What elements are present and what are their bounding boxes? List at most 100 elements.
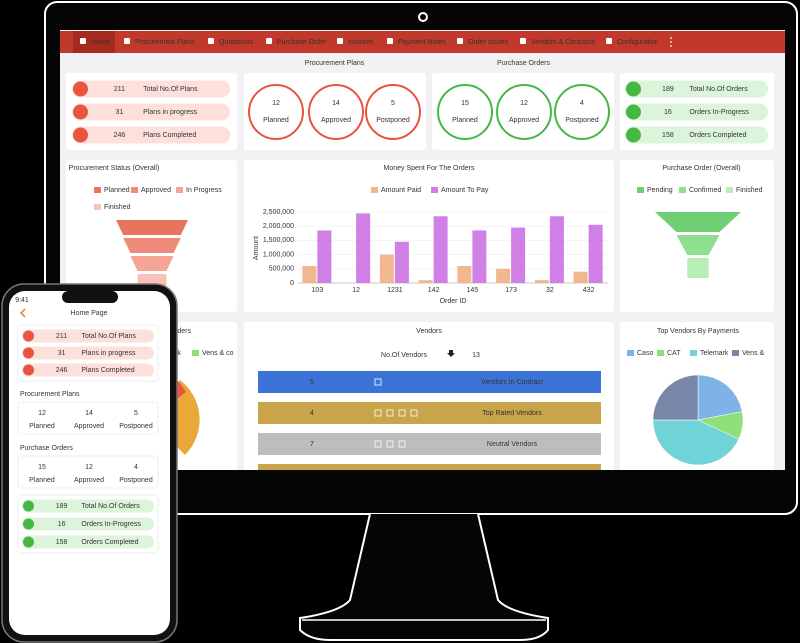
stat-label: Total No.Of Orders (81, 503, 140, 510)
stat-pill (22, 363, 154, 377)
stat-icon (73, 104, 88, 120)
chart-title: Procurement Status (Overall) (69, 165, 160, 172)
x-tick-label: 32 (546, 287, 554, 294)
status-label: Postponed (119, 423, 153, 430)
phone: 9:41 Home Page 211 Total No.Of Plans 31 Plans… (1, 283, 178, 643)
stat-icon (23, 330, 34, 342)
funnel-segment (123, 238, 181, 253)
nav-active (73, 31, 115, 53)
legend-label: Pending (647, 187, 673, 194)
nav-icon (457, 38, 463, 44)
screen: Home Procurement Plans Quotations Purchase … (60, 30, 785, 470)
bar (302, 265, 317, 283)
bar (511, 227, 526, 283)
bar (418, 280, 433, 283)
stat-pill (625, 103, 768, 121)
status-value: 12 (520, 100, 528, 107)
status-value: 5 (391, 100, 395, 107)
stat-pill (22, 499, 154, 513)
status-label: Approved (509, 117, 539, 124)
bar (472, 230, 487, 283)
stat-icon (23, 347, 34, 359)
status-value: 14 (332, 100, 340, 107)
nav-more (670, 37, 672, 39)
vendor-row-value: 5 (310, 379, 314, 386)
funnel-segment (687, 258, 709, 278)
stat-label: Total No.Of Plans (143, 86, 198, 93)
bar (534, 280, 549, 283)
bar (394, 241, 409, 283)
stat-icon (23, 364, 34, 376)
status-value: 15 (461, 100, 469, 107)
stat-icon (626, 104, 641, 120)
nav-icon (337, 38, 343, 44)
bar (356, 213, 371, 283)
legend-label: Approved (141, 187, 171, 194)
nav-item: Purchase Order (277, 39, 327, 46)
stat-value: 16 (664, 109, 672, 116)
x-tick-label: 145 (467, 287, 479, 294)
legend-swatch (94, 187, 101, 193)
legend-label: rk (175, 350, 181, 357)
nav-bar (60, 31, 785, 53)
vendor-row-label: Top Rated Vendors (482, 410, 542, 417)
bar (496, 268, 511, 283)
stat-pill (22, 517, 154, 531)
vendor-icon (398, 409, 406, 417)
x-tick-label: 1231 (387, 287, 403, 294)
y-tick-label: 1,000,000 (263, 251, 294, 258)
chart-title: Top Vendors By Payments (657, 328, 740, 335)
stat-label: Orders Completed (81, 539, 138, 546)
legend-swatch (431, 187, 438, 193)
phone-time: 9:41 (15, 297, 29, 304)
stat-value: 189 (662, 86, 674, 93)
vendor-row-value: 7 (310, 441, 314, 448)
stat-pill (72, 103, 230, 121)
nav-icon (124, 38, 130, 44)
bar (457, 265, 472, 283)
nav-item: Quotations (219, 39, 253, 46)
legend-swatch (732, 350, 739, 356)
stat-value: 31 (116, 109, 124, 116)
stat-label: Total No.Of Orders (689, 86, 748, 93)
status-label: Postponed (376, 117, 410, 124)
bar (588, 224, 603, 283)
phone-title: Home Page (71, 310, 108, 317)
status-ring (365, 84, 421, 140)
back-arrow (19, 308, 26, 318)
stat-value: 246 (114, 132, 126, 139)
nav-icon (208, 38, 214, 44)
stat-label: Total No.Of Plans (81, 333, 136, 340)
vendor-icon (374, 378, 382, 386)
stat-label: Orders In-Progress (81, 521, 141, 528)
bar (433, 216, 448, 283)
status-label: Approved (74, 423, 104, 430)
legend-swatch (94, 204, 101, 210)
vendor-row (258, 464, 601, 470)
legend-label: In Progress (186, 187, 222, 194)
status-ring (496, 84, 552, 140)
funnel-segment (130, 256, 174, 271)
camera (418, 12, 428, 22)
y-tick-label: 1,500,000 (263, 237, 294, 244)
phone-card (17, 401, 159, 435)
legend-swatch (726, 187, 733, 193)
status-value: 12 (85, 464, 93, 471)
stat-pill (22, 535, 154, 549)
x-tick-label: 142 (428, 287, 440, 294)
x-tick-label: 12 (352, 287, 360, 294)
status-label: Planned (29, 477, 55, 484)
chart-title: Purchase Order (Overall) (662, 165, 740, 172)
legend-label: Planned (104, 187, 130, 194)
legend-label: Amount To Pay (441, 187, 489, 194)
nav-icon (606, 38, 612, 44)
stat-label: Plans in progress (143, 109, 198, 116)
stat-value: 189 (56, 503, 68, 510)
stat-icon (626, 127, 641, 143)
stat-icon (73, 127, 88, 143)
section-title: Procurement Plans (305, 60, 365, 67)
status-value: 15 (38, 464, 46, 471)
legend-swatch (690, 350, 697, 356)
phone-section: Purchase Orders (20, 445, 73, 452)
stat-icon (23, 500, 34, 512)
